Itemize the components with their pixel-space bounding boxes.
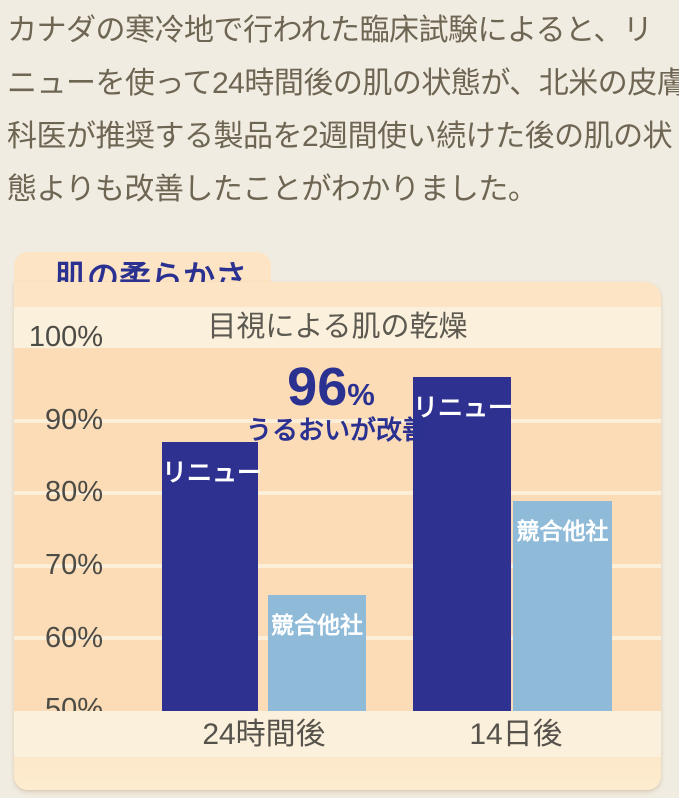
annotation-unit: % (347, 377, 375, 412)
plot-area: リニュー 競合他社 リニュー 競合他社 (14, 348, 661, 711)
gridline-90 (14, 418, 661, 423)
gridline-70 (14, 563, 661, 568)
chart-card: 目視による肌の乾燥 リニュー 競合他社 リニュー 競合他社 100% 90% 80%… (14, 282, 661, 790)
y-axis-tick-80: 80% (44, 476, 103, 508)
bar-series-label: リニュー (162, 459, 263, 488)
intro-line: 科医が推奨する製品を2週間使い続けた後の肌の状 (7, 120, 673, 153)
bar-renew-14d: リニュー (413, 377, 514, 711)
intro-line: カナダの寒冷地で行われた臨床試験によると、リ (7, 14, 653, 47)
x-axis-label-14d: 14日後 (469, 718, 563, 751)
bar-series-label: リニュー (413, 394, 514, 422)
gridline-80 (14, 491, 661, 496)
annotation-value: 96 (287, 357, 348, 417)
y-axis-tick-100: 100% (28, 321, 103, 353)
bar-series-label: 競合他社 (271, 611, 363, 638)
y-axis-tick-70: 70% (44, 549, 103, 581)
bar-competitor-14d: 競合他社 (513, 500, 612, 711)
y-axis-tick-90: 90% (44, 404, 103, 436)
x-axis-label-24h: 24時間後 (202, 718, 326, 751)
chart-subtitle-band: 目視による肌の乾燥 (14, 307, 661, 348)
bar-competitor-24h: 競合他社 (268, 594, 366, 711)
improvement-annotation: 96% うるおいが改善 (246, 357, 429, 445)
intro-paragraph: カナダの寒冷地で行われた臨床試験によると、リ ニューを使って24時間後の肌の状態が… (7, 4, 679, 216)
x-axis-band: 24時間後 14日後 (14, 711, 661, 757)
bar-series-label: 競合他社 (516, 517, 609, 544)
y-axis-tick-60: 60% (44, 622, 103, 654)
chart-subtitle: 目視による肌の乾燥 (207, 311, 468, 343)
intro-line: ニューを使って24時間後の肌の状態が、北米の皮膚 (7, 67, 679, 100)
bar-renew-24h: リニュー (162, 442, 262, 711)
annotation-label: うるおいが改善 (246, 415, 429, 445)
intro-line: 態よりも改善したことがわかりました。 (7, 173, 538, 206)
